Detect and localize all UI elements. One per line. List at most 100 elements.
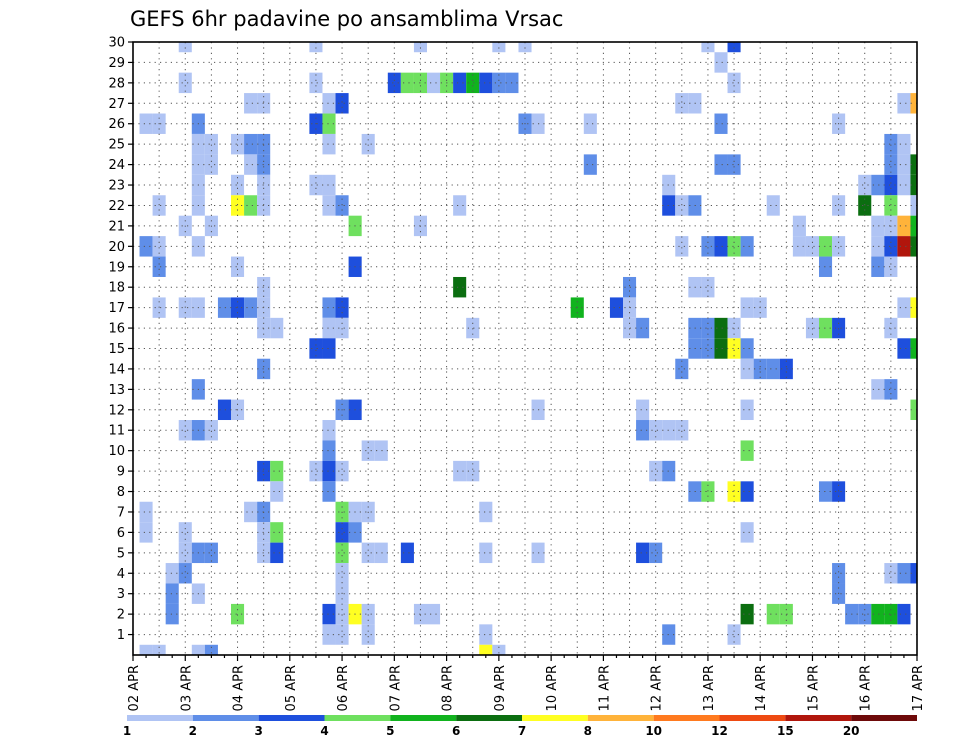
data-cell (858, 195, 872, 216)
data-cells (139, 42, 917, 655)
data-cell (466, 72, 480, 94)
data-cell (270, 522, 284, 543)
data-cell (714, 52, 728, 73)
legend-label: 20 (843, 724, 860, 738)
data-cell (374, 440, 388, 461)
y-tick-label: 11 (108, 424, 125, 439)
data-cell (453, 72, 467, 94)
data-cell (701, 276, 715, 298)
x-tick-label: 08 APR (441, 665, 456, 711)
data-cell (832, 481, 846, 502)
data-cell (871, 256, 885, 277)
data-cell (139, 644, 153, 655)
data-cell (361, 624, 375, 645)
data-cell (479, 624, 493, 645)
data-cell (244, 133, 258, 155)
data-cell (766, 603, 780, 625)
data-cell (910, 236, 917, 257)
data-cell (244, 501, 258, 523)
data-cell (518, 42, 532, 53)
x-axis-ticks: 02 APR 03 APR 04 APR 05 APR 06 APR 07 APR 08 A… (127, 655, 926, 711)
data-cell (152, 256, 166, 277)
y-tick-label: 9 (117, 465, 125, 480)
legend-swatch (456, 715, 522, 721)
data-cell (322, 195, 336, 216)
data-cell (740, 440, 754, 461)
data-cell (217, 399, 231, 421)
data-cell (244, 154, 258, 175)
data-cell (492, 42, 506, 53)
data-cell (322, 460, 336, 482)
data-cell (740, 481, 754, 502)
data-cell (335, 93, 349, 114)
legend-swatch (324, 715, 391, 721)
data-cell (819, 481, 833, 502)
data-cell (139, 522, 153, 543)
data-cell (178, 522, 192, 543)
data-cell (165, 563, 179, 584)
y-tick-label: 1 (117, 628, 125, 643)
data-cell (165, 583, 179, 604)
data-cell (714, 113, 728, 134)
data-cell (178, 420, 192, 441)
data-cell (244, 195, 258, 216)
data-cell (479, 542, 493, 564)
x-tick-label: 16 APR (859, 665, 874, 711)
data-cell (322, 133, 336, 155)
data-cell (910, 93, 917, 114)
data-cell (152, 236, 166, 257)
legend-swatch (258, 715, 325, 721)
legend-label: 4 (320, 724, 328, 738)
data-cell (139, 113, 153, 134)
data-cell (583, 113, 597, 134)
data-cell (231, 195, 245, 216)
data-cell (204, 644, 218, 655)
data-cell (897, 133, 911, 155)
y-tick-label: 24 (108, 158, 125, 173)
legend-swatch (390, 715, 457, 721)
data-cell (204, 154, 218, 175)
y-tick-label: 18 (108, 281, 125, 296)
data-cell (609, 297, 623, 318)
data-cell (910, 154, 917, 175)
data-cell (740, 297, 754, 318)
y-tick-label: 7 (117, 505, 125, 520)
data-cell (897, 603, 911, 625)
data-cell (675, 420, 689, 441)
data-cell (871, 215, 885, 237)
data-cell (675, 93, 689, 114)
y-tick-label: 27 (108, 97, 125, 112)
data-cell (871, 174, 885, 196)
data-cell (427, 603, 441, 625)
data-cell (858, 603, 872, 625)
y-tick-label: 23 (108, 179, 125, 194)
data-cell (727, 42, 741, 53)
data-cell (152, 644, 166, 655)
data-cell (165, 603, 179, 625)
legend-swatch (719, 715, 786, 721)
data-cell (204, 542, 218, 564)
data-cell (322, 481, 336, 502)
data-cell (453, 460, 467, 482)
legend-swatch (851, 715, 917, 721)
data-cell (335, 603, 349, 625)
data-cell (897, 297, 911, 318)
data-cell (871, 379, 885, 400)
data-cell (910, 297, 917, 318)
y-tick-label: 6 (117, 526, 125, 541)
data-cell (727, 154, 741, 175)
data-cell (884, 317, 898, 339)
data-cell (714, 338, 728, 359)
data-cell (322, 113, 336, 134)
data-cell (832, 195, 846, 216)
data-cell (884, 563, 898, 584)
data-cell (492, 644, 506, 655)
data-cell (910, 174, 917, 196)
data-cell (335, 195, 349, 216)
data-cell (714, 317, 728, 339)
y-tick-label: 14 (108, 362, 125, 377)
data-cell (727, 624, 741, 645)
data-cell (675, 195, 689, 216)
data-cell (400, 542, 414, 564)
